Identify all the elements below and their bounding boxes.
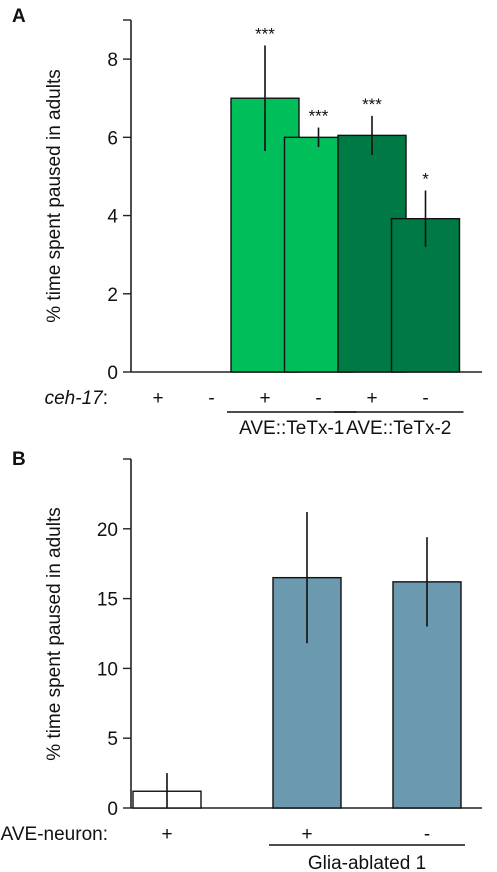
panel-letter-a: A bbox=[12, 6, 26, 27]
significance-marker: *** bbox=[362, 95, 382, 114]
group-label: AVE::TeTx-1 bbox=[239, 418, 344, 439]
y-tick-label: 2 bbox=[107, 285, 118, 306]
category-label: - bbox=[422, 388, 428, 409]
group-label: AVE::TeTx-2 bbox=[346, 418, 451, 439]
category-label: - bbox=[315, 388, 321, 409]
y-tick-label: 10 bbox=[97, 659, 118, 680]
y-tick-label: 0 bbox=[107, 363, 118, 384]
significance-marker: *** bbox=[309, 107, 329, 126]
category-label: + bbox=[161, 824, 172, 845]
category-label: - bbox=[208, 388, 214, 409]
category-label: + bbox=[259, 388, 270, 409]
y-tick-label: 4 bbox=[107, 207, 118, 228]
category-label: - bbox=[424, 824, 430, 845]
y-tick-label: 6 bbox=[107, 128, 118, 149]
category-label: + bbox=[152, 388, 163, 409]
row-label: ceh-17: bbox=[45, 388, 108, 409]
group-label: Glia-ablated 1 bbox=[308, 853, 426, 872]
significance-marker: *** bbox=[255, 24, 275, 43]
significance-marker: * bbox=[422, 170, 429, 189]
y-axis-label: % time spent paused in adults bbox=[44, 69, 65, 323]
y-tick-label: 0 bbox=[107, 799, 118, 820]
row-label: AVE-neuron: bbox=[1, 824, 108, 845]
panel-letter-b: B bbox=[12, 449, 26, 470]
y-tick-label: 20 bbox=[97, 520, 118, 541]
y-tick-label: 15 bbox=[97, 590, 118, 611]
category-label: + bbox=[366, 388, 377, 409]
y-axis-label: % time spent paused in adults bbox=[44, 507, 65, 761]
y-tick-label: 8 bbox=[107, 50, 118, 71]
y-tick-label: 5 bbox=[107, 729, 118, 750]
category-label: + bbox=[301, 824, 312, 845]
